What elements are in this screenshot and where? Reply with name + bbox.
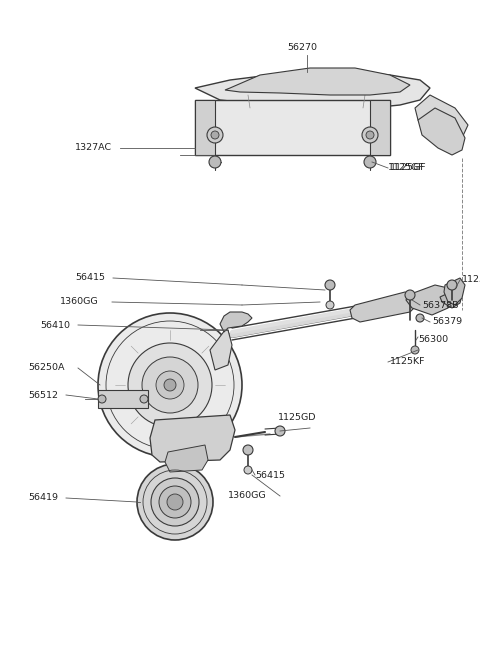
Text: 56300: 56300: [418, 336, 448, 344]
Circle shape: [159, 486, 191, 518]
Circle shape: [167, 494, 183, 510]
Circle shape: [211, 131, 219, 139]
Circle shape: [405, 290, 415, 300]
Polygon shape: [406, 285, 452, 315]
Circle shape: [156, 371, 184, 399]
Circle shape: [275, 426, 285, 436]
Text: 1125GF: 1125GF: [390, 164, 427, 173]
Circle shape: [98, 395, 106, 403]
Text: 56415: 56415: [75, 273, 105, 283]
Polygon shape: [418, 108, 465, 155]
Circle shape: [416, 314, 424, 322]
Polygon shape: [195, 100, 215, 155]
Text: 1125GF: 1125GF: [388, 164, 425, 173]
Circle shape: [364, 156, 376, 168]
Circle shape: [366, 131, 374, 139]
Text: 1327AC: 1327AC: [75, 143, 112, 152]
Circle shape: [362, 127, 378, 143]
Polygon shape: [195, 100, 390, 155]
Text: 56419: 56419: [28, 493, 58, 503]
Text: 1125KF: 1125KF: [390, 357, 425, 367]
Circle shape: [411, 346, 419, 354]
Circle shape: [447, 280, 457, 290]
Circle shape: [164, 379, 176, 391]
Text: 56270: 56270: [287, 43, 317, 53]
Polygon shape: [225, 68, 410, 95]
Circle shape: [142, 357, 198, 413]
Polygon shape: [350, 292, 418, 322]
Text: 1360GG: 1360GG: [228, 491, 266, 501]
Circle shape: [325, 280, 335, 290]
Text: 56378B: 56378B: [422, 300, 458, 309]
Text: 56512: 56512: [28, 390, 58, 399]
Polygon shape: [98, 390, 148, 408]
Text: 56250A: 56250A: [28, 363, 64, 373]
Circle shape: [151, 478, 199, 526]
Circle shape: [128, 343, 212, 427]
Polygon shape: [220, 312, 252, 332]
Polygon shape: [150, 415, 235, 462]
Circle shape: [243, 445, 253, 455]
Circle shape: [244, 466, 252, 474]
Polygon shape: [444, 278, 465, 305]
Text: 56415: 56415: [255, 470, 285, 480]
Polygon shape: [195, 72, 430, 108]
Polygon shape: [370, 100, 390, 155]
Polygon shape: [440, 290, 462, 308]
Text: 1360GG: 1360GG: [60, 298, 98, 307]
Polygon shape: [415, 95, 468, 142]
Circle shape: [140, 395, 148, 403]
Text: 56410: 56410: [40, 321, 70, 330]
Polygon shape: [165, 445, 208, 472]
Polygon shape: [210, 330, 232, 370]
Circle shape: [209, 156, 221, 168]
Text: 1125KG: 1125KG: [462, 275, 480, 284]
Circle shape: [98, 313, 242, 457]
Circle shape: [326, 301, 334, 309]
Text: 56379: 56379: [432, 317, 462, 327]
Text: 1125GD: 1125GD: [278, 413, 316, 422]
Circle shape: [207, 127, 223, 143]
Circle shape: [137, 464, 213, 540]
